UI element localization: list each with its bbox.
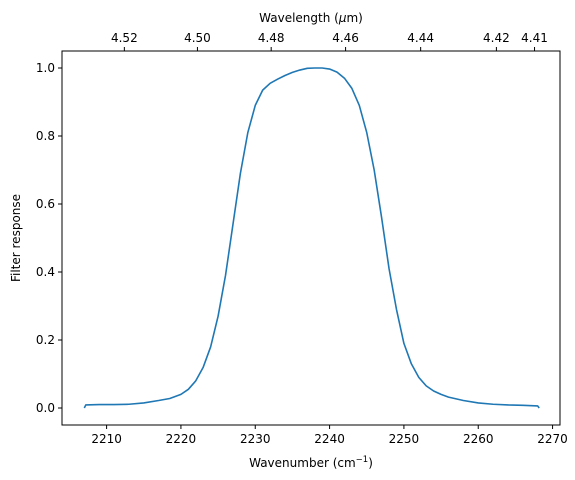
x-tick-label: 2210 [91, 432, 122, 446]
y-tick-label: 0.2 [36, 333, 55, 347]
x-tick-label: 2220 [166, 432, 197, 446]
plot-area [83, 67, 540, 409]
x-tick-label: 2240 [314, 432, 345, 446]
top-x-axis: 4.52 4.50 4.48 4.46 4.44 4.42 4.41 [111, 31, 548, 51]
top-x-axis-label: Wavelength (μm) [259, 11, 363, 25]
top-x-tick-label: 4.46 [332, 31, 359, 45]
top-x-tick-label: 4.50 [184, 31, 211, 45]
x-tick-label: 2270 [537, 432, 568, 446]
y-axis-label: Filter response [9, 194, 23, 282]
axes-frame [61, 50, 561, 426]
y-tick-label: 0.8 [36, 129, 55, 143]
top-x-tick-label: 4.42 [483, 31, 510, 45]
y-tick-label: 1.0 [36, 61, 55, 75]
y-tick-label: 0.4 [36, 265, 55, 279]
y-tick-label: 0.6 [36, 197, 55, 211]
x-axis-label: Wavenumber (cm−1) [249, 455, 373, 470]
top-x-tick-label: 4.44 [407, 31, 434, 45]
x-tick-label: 2250 [389, 432, 420, 446]
top-x-tick-label: 4.52 [111, 31, 138, 45]
series-line-0 [83, 67, 540, 409]
top-x-tick-label: 4.41 [521, 31, 548, 45]
bottom-x-axis: 2210 2220 2230 2240 2250 2260 2270 [91, 425, 568, 446]
y-axis: 0.0 0.2 0.4 0.6 0.8 1.0 [36, 61, 62, 415]
x-tick-label: 2260 [463, 432, 494, 446]
x-tick-label: 2230 [240, 432, 271, 446]
top-x-tick-label: 4.48 [258, 31, 285, 45]
y-tick-label: 0.0 [36, 401, 55, 415]
